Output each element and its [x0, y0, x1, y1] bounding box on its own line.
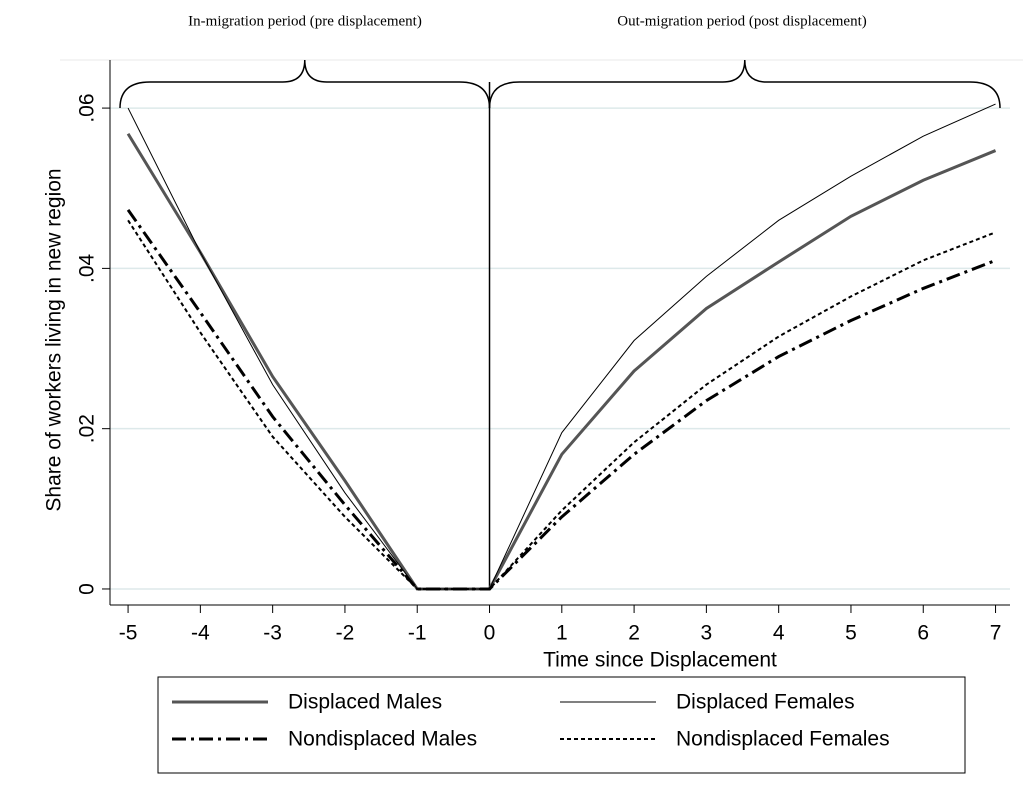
y-tick-label: .06 — [76, 93, 99, 122]
legend-label: Nondisplaced Females — [676, 728, 890, 751]
annotation: In-migration period (pre displacement) — [188, 13, 422, 29]
x-tick-label: -1 — [408, 622, 427, 645]
x-tick-label: 2 — [628, 622, 640, 645]
annotation: Out-migration period (post displacement) — [617, 13, 867, 29]
x-tick-label: 7 — [990, 622, 1002, 645]
y-axis-title: Share of workers living in new region — [43, 168, 66, 511]
brace — [119, 59, 491, 109]
legend-box — [157, 676, 966, 774]
brace — [488, 59, 1001, 109]
series-line — [126, 209, 997, 591]
legend-label: Nondisplaced Males — [288, 728, 477, 751]
legend-label: Displaced Males — [288, 691, 442, 714]
x-tick-label: -3 — [263, 622, 282, 645]
series-line — [127, 219, 996, 590]
x-tick-label: -4 — [191, 622, 210, 645]
y-tick-label: .02 — [76, 414, 99, 443]
x-tick-label: 6 — [917, 622, 929, 645]
x-tick-label: 3 — [701, 622, 713, 645]
series-line — [127, 103, 996, 590]
legend-label: Displaced Females — [676, 691, 855, 714]
series-line — [126, 132, 997, 591]
x-tick-label: 1 — [556, 622, 568, 645]
y-tick-label: .04 — [76, 253, 99, 283]
y-tick-label: 0 — [76, 583, 99, 595]
x-tick-label: -5 — [119, 622, 138, 645]
x-tick-label: 5 — [845, 622, 857, 645]
x-axis-title: Time since Displacement — [543, 649, 777, 672]
x-tick-label: 4 — [773, 622, 785, 645]
x-tick-label: 0 — [484, 622, 496, 645]
x-tick-label: -2 — [336, 622, 355, 645]
